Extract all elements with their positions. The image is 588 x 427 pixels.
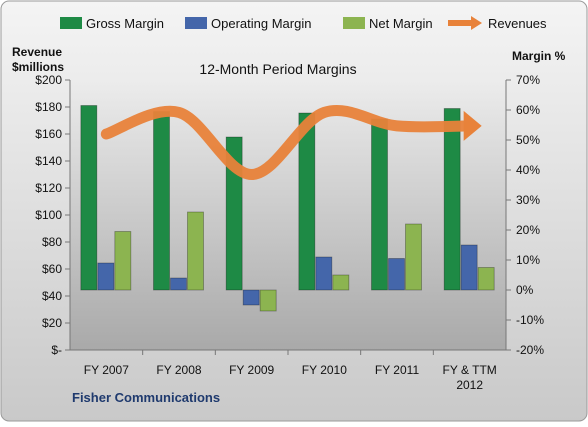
bar-operating-margin-fy-2010 <box>316 257 332 290</box>
left-axis-title-line1: Revenue <box>12 45 62 59</box>
left-tick-label: $40 <box>42 289 62 303</box>
bar-operating-margin-fy-2007 <box>98 263 114 290</box>
left-tick-label: $100 <box>35 208 62 222</box>
x-tick-label: FY 2011 <box>375 363 420 377</box>
left-tick-label: $80 <box>42 235 62 249</box>
right-tick-label: 20% <box>516 223 540 237</box>
bar-operating-margin-fy-2009 <box>243 290 259 305</box>
bar-net-margin-fy-2011 <box>406 224 422 290</box>
right-tick-label: 50% <box>516 133 540 147</box>
legend-item-net-margin: Net Margin <box>343 16 433 31</box>
right-tick-label: -10% <box>516 313 544 327</box>
bar-net-margin-fy-2007 <box>115 232 131 291</box>
legend-label-net-margin: Net Margin <box>369 16 433 31</box>
legend-label-revenues: Revenues <box>488 16 547 31</box>
left-tick-label: $140 <box>35 154 62 168</box>
bar-operating-margin-fy-2011 <box>389 259 405 291</box>
left-tick-label: $- <box>51 343 62 357</box>
chart-title: 12-Month Period Margins <box>199 61 356 77</box>
right-tick-label: 60% <box>516 103 540 117</box>
legend-swatch-operating-margin <box>185 17 207 29</box>
x-tick-label: FY 2009 <box>229 363 274 377</box>
bar-gross-margin-fy-2011 <box>372 119 388 290</box>
x-tick-label: FY 2008 <box>156 363 201 377</box>
left-tick-label: $200 <box>35 73 62 87</box>
bar-net-margin-fy-2010 <box>333 275 349 290</box>
bar-operating-margin-fy-ttm-2012 <box>461 245 477 290</box>
left-tick-label: $20 <box>42 316 62 330</box>
bar-gross-margin-fy-2007 <box>81 106 97 291</box>
x-tick-label: FY 2007 <box>84 363 129 377</box>
right-axis-title: Margin % <box>512 49 566 63</box>
left-axis-title-line2: $millions <box>12 60 64 74</box>
legend-label-operating-margin: Operating Margin <box>211 16 311 31</box>
legend-label-gross-margin: Gross Margin <box>86 16 164 31</box>
bar-gross-margin-fy-ttm-2012 <box>444 109 460 291</box>
legend-item-operating-margin: Operating Margin <box>185 16 311 31</box>
left-tick-label: $160 <box>35 127 62 141</box>
legend-swatch-gross-margin <box>60 17 82 29</box>
bar-gross-margin-fy-2008 <box>154 112 170 291</box>
right-tick-label: 30% <box>516 193 540 207</box>
x-tick-label: FY 2010 <box>302 363 347 377</box>
bar-gross-margin-fy-2010 <box>299 113 315 290</box>
bar-operating-margin-fy-2008 <box>171 278 187 290</box>
legend-swatch-net-margin <box>343 17 365 29</box>
left-tick-label: $120 <box>35 181 62 195</box>
bar-net-margin-fy-2009 <box>260 290 276 311</box>
footer-company: Fisher Communications <box>72 390 220 405</box>
right-tick-label: 0% <box>516 283 534 297</box>
right-tick-label: 40% <box>516 163 540 177</box>
bar-net-margin-fy-2008 <box>188 212 204 290</box>
left-tick-label: $60 <box>42 262 62 276</box>
right-tick-label: 70% <box>516 73 540 87</box>
right-tick-label: -20% <box>516 343 544 357</box>
right-tick-label: 10% <box>516 253 540 267</box>
bar-net-margin-fy-ttm-2012 <box>478 268 494 291</box>
left-tick-label: $180 <box>35 100 62 114</box>
legend-item-gross-margin: Gross Margin <box>60 16 164 31</box>
